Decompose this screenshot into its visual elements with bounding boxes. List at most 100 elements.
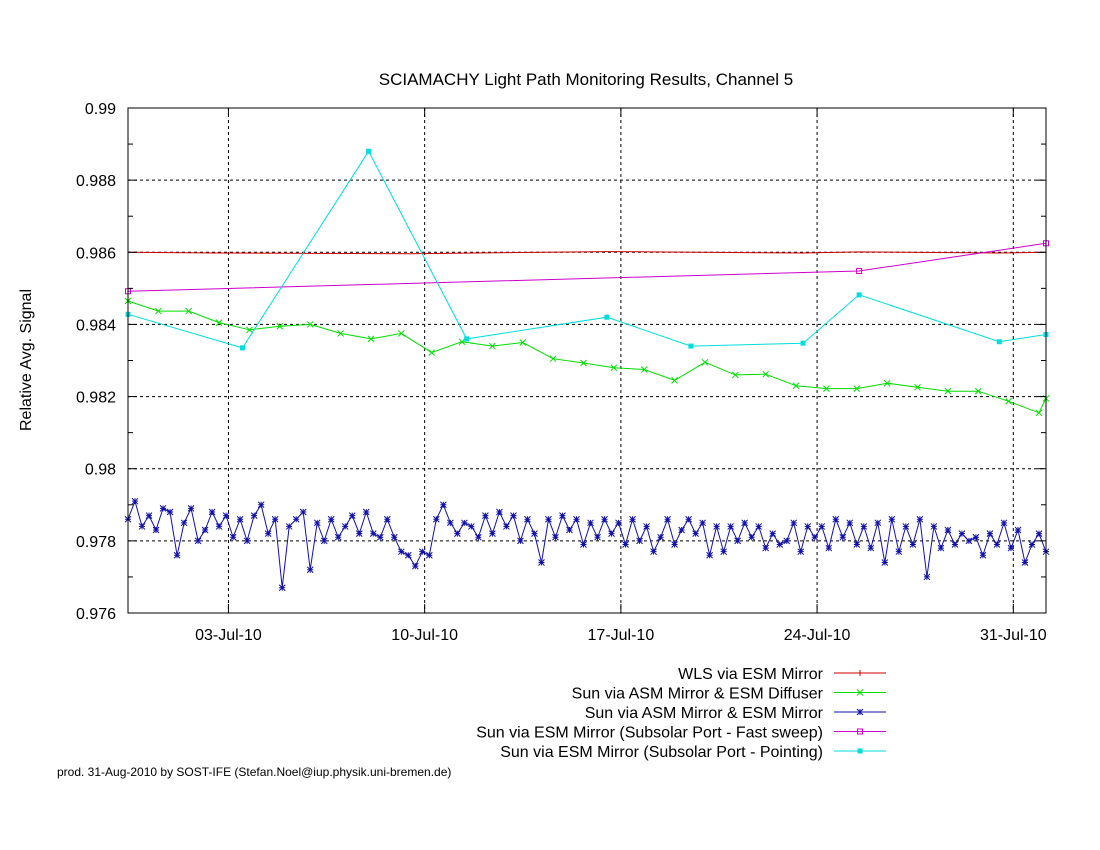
data-point — [587, 519, 594, 527]
data-point — [839, 533, 847, 541]
data-point — [397, 548, 405, 556]
data-point — [432, 515, 440, 523]
y-tick-label: 0.99 — [85, 101, 116, 118]
data-point — [369, 530, 377, 537]
legend-entry-label: Sun via ASM Mirror & ESM Diffuser — [572, 686, 824, 703]
data-point — [145, 512, 153, 519]
data-point — [320, 537, 328, 545]
legend-entry-label: Sun via ESM Mirror (Subsolar Port - Poin… — [500, 744, 823, 761]
y-tick-label: 0.978 — [76, 534, 116, 551]
data-point — [699, 519, 706, 527]
data-point — [923, 573, 931, 581]
data-point — [503, 523, 510, 530]
data-point — [194, 537, 202, 545]
data-point — [461, 519, 468, 527]
y-axis-label: Relative Avg. Signal — [18, 289, 35, 431]
data-point — [348, 512, 356, 519]
data-point — [376, 533, 384, 541]
data-point — [706, 551, 713, 559]
series-line — [127, 300, 1047, 414]
data-point — [138, 523, 146, 530]
y-tick-label: 0.986 — [76, 245, 116, 262]
data-point — [236, 515, 244, 523]
data-point — [439, 501, 447, 509]
data-point — [856, 292, 862, 298]
data-point — [979, 551, 987, 559]
data-point — [299, 508, 307, 516]
data-point — [337, 330, 344, 337]
data-point — [832, 515, 840, 523]
data-point — [278, 584, 286, 592]
data-point — [1035, 530, 1043, 537]
data-point — [552, 533, 559, 541]
data-point — [166, 508, 174, 516]
data-point — [482, 512, 489, 519]
data-point — [510, 512, 517, 519]
data-point — [790, 519, 798, 527]
data-point — [688, 343, 694, 349]
data-point — [916, 515, 924, 523]
data-point — [965, 537, 973, 545]
data-point — [856, 268, 863, 275]
data-point — [874, 519, 882, 527]
data-point — [671, 541, 678, 548]
data-point — [222, 512, 230, 519]
grid — [128, 108, 1046, 613]
data-point — [914, 383, 921, 391]
series-line — [127, 251, 1047, 255]
legend-marker — [857, 748, 863, 754]
data-point — [559, 512, 566, 519]
data-point — [731, 371, 739, 379]
data-point — [545, 515, 552, 523]
data-point — [930, 523, 938, 530]
data-point — [853, 385, 861, 392]
data-point — [958, 530, 966, 537]
data-point — [327, 515, 335, 523]
data-point — [187, 505, 195, 512]
data-point — [519, 339, 527, 346]
data-point — [306, 321, 314, 328]
data-point — [1035, 409, 1043, 417]
data-point — [701, 358, 709, 366]
data-point — [776, 541, 784, 548]
data-point — [257, 501, 265, 509]
data-point — [208, 508, 216, 516]
data-point — [215, 523, 223, 530]
data-point — [580, 541, 587, 548]
data-point — [446, 519, 454, 527]
data-point — [937, 544, 945, 552]
data-point — [313, 519, 321, 527]
data-point — [601, 515, 608, 523]
legend: WLS via ESM Mirror Sun via ASM Mirror & E… — [476, 666, 886, 761]
x-tick-label: 10-Jul-10 — [391, 627, 458, 644]
data-point — [243, 537, 251, 545]
y-tick-label: 0.988 — [76, 173, 116, 190]
series-line — [127, 150, 1047, 349]
data-point — [524, 515, 531, 523]
data-point — [531, 530, 538, 537]
data-point — [458, 338, 466, 346]
data-point — [860, 523, 868, 530]
data-point — [734, 537, 742, 545]
data-point — [573, 515, 580, 523]
data-point — [629, 515, 636, 523]
data-point — [823, 385, 830, 392]
data-point — [362, 508, 370, 516]
data-point — [800, 340, 806, 346]
data-point — [1007, 544, 1015, 552]
legend-marker — [857, 728, 863, 735]
data-point — [1000, 519, 1008, 527]
data-point — [951, 541, 959, 548]
legend-entry-label: Sun via ASM Mirror & ESM Mirror — [585, 705, 824, 722]
plot-frame — [127, 107, 1047, 614]
data-point — [615, 519, 622, 527]
series-layer — [124, 148, 1050, 592]
chart-title: SCIAMACHY Light Path Monitoring Results,… — [379, 70, 794, 89]
data-point — [769, 530, 777, 537]
series-line — [127, 499, 1047, 588]
data-point — [1021, 559, 1029, 566]
data-point — [640, 366, 648, 373]
data-point — [390, 533, 398, 541]
series-3 — [124, 497, 1050, 592]
